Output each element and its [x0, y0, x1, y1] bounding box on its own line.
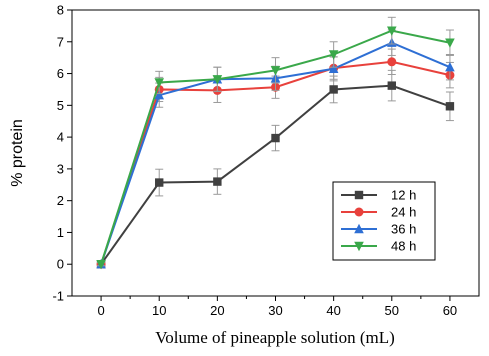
- y-tick-label: 2: [57, 193, 64, 208]
- data-point: [212, 75, 223, 85]
- data-point: [271, 133, 280, 143]
- x-tick-label: 10: [152, 303, 166, 318]
- x-tick-label: 30: [268, 303, 282, 318]
- data-point: [154, 78, 165, 88]
- x-tick-label: 0: [97, 303, 104, 318]
- data-point: [329, 85, 338, 94]
- x-tick-label: 50: [385, 303, 399, 318]
- legend-marker: [354, 241, 364, 252]
- x-tick-label: 60: [443, 303, 457, 318]
- y-tick-label: -1: [52, 289, 64, 304]
- y-tick-label: 3: [57, 161, 64, 176]
- legend-label: 24 h: [391, 205, 416, 220]
- series-3: [96, 16, 455, 270]
- legend-label: 12 h: [391, 188, 416, 203]
- x-tick-label: 40: [326, 303, 340, 318]
- x-axis-title: Volume of pineapple solution (mL): [155, 328, 395, 347]
- legend-box: [332, 181, 436, 261]
- data-point: [155, 178, 164, 187]
- legend-item: 24 h: [341, 205, 416, 220]
- legend-marker: [354, 207, 364, 217]
- legend-item: 12 h: [341, 188, 416, 203]
- data-point: [270, 66, 281, 76]
- axes-ticks: 0 10 20 30 40 50 60 -1 0 1 2 3 4 5 6 7 8: [52, 3, 457, 319]
- y-tick-label: 8: [57, 3, 64, 18]
- legend-label: 48 h: [391, 239, 416, 254]
- legend: 12 h 24 h 36 h 48 h: [332, 181, 436, 261]
- legend-item: 48 h: [341, 239, 416, 254]
- y-tick-label: 5: [57, 98, 64, 113]
- x-tick-label: 20: [210, 303, 224, 318]
- legend-marker: [354, 223, 364, 234]
- legend-label: 36 h: [391, 222, 416, 237]
- data-point: [445, 102, 455, 111]
- series-layer: [96, 16, 455, 270]
- data-point: [445, 38, 455, 48]
- data-point: [328, 50, 339, 60]
- data-point: [387, 57, 397, 67]
- y-tick-label: 6: [57, 66, 64, 81]
- y-axis-title: % protein: [9, 119, 26, 187]
- legend-marker: [354, 190, 364, 200]
- y-tick-label: 4: [57, 130, 64, 145]
- y-tick-label: 1: [57, 225, 64, 240]
- data-point: [328, 63, 339, 73]
- data-point: [445, 62, 455, 72]
- data-point: [213, 177, 222, 186]
- data-point: [96, 260, 106, 270]
- y-tick-label: 0: [57, 257, 64, 272]
- legend-item: 36 h: [341, 222, 416, 237]
- data-point: [387, 81, 396, 90]
- y-tick-label: 7: [57, 34, 64, 49]
- data-point: [154, 89, 165, 100]
- data-point: [386, 26, 397, 36]
